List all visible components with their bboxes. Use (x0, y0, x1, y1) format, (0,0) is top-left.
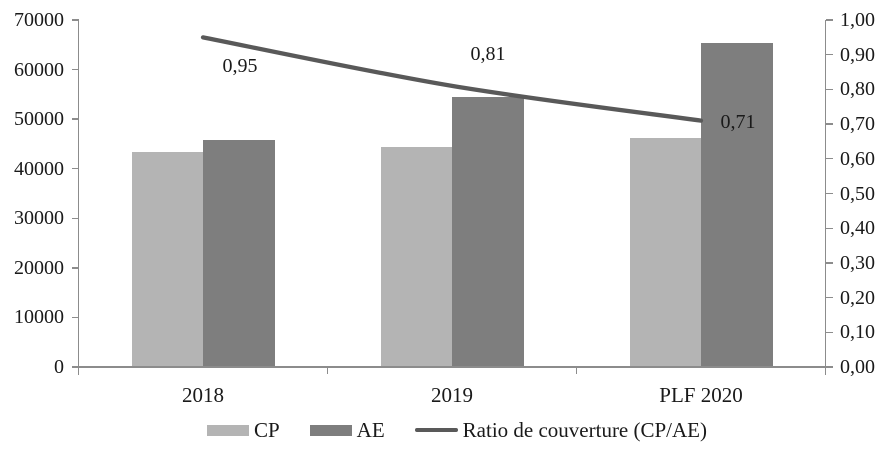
right-axis-tick (825, 331, 833, 333)
y-axis-tick-label: 40000 (14, 157, 64, 180)
legend-label-cp: CP (253, 417, 280, 442)
y-axis-tick (71, 118, 79, 120)
x-axis-label-plf-2020: PLF 2020 (659, 383, 743, 407)
cp-swatch (206, 424, 249, 436)
right-axis-tick-label: 0,10 (840, 321, 875, 344)
right-axis-tick-label: 0,70 (840, 113, 875, 136)
x-axis-line (71, 366, 826, 368)
right-axis-tick-label: 0,60 (840, 147, 875, 170)
right-axis-tick (825, 192, 833, 195)
right-axis-tick (825, 123, 833, 125)
x-axis-tick (326, 367, 329, 374)
y-axis-tick (71, 68, 79, 71)
right-axis-tick (825, 54, 833, 56)
ae-swatch (309, 424, 352, 436)
y-axis-tick-label: 70000 (14, 9, 64, 31)
ratio-point-label-2018: 0,95 (222, 55, 258, 78)
right-axis-line (824, 20, 827, 375)
y-axis-tick-label: 30000 (14, 207, 64, 230)
y-axis-tick (71, 168, 79, 170)
right-axis-tick-label: 0,00 (840, 356, 875, 378)
right-axis-tick-label: 1,00 (840, 9, 875, 31)
bar-ae-plf-2020 (701, 42, 773, 368)
right-axis-tick (825, 296, 833, 299)
bar-cp-plf-2020 (629, 138, 701, 368)
right-axis-tick-label: 0,80 (840, 78, 875, 101)
ratio-point-label-plf-2020: 0,71 (720, 110, 756, 133)
x-axis-tick (575, 367, 578, 374)
right-axis-tick (825, 19, 833, 21)
legend-item-ae: AE (309, 417, 385, 443)
ratio-point-label-2019: 0,81 (470, 42, 506, 65)
bar-ae-2018 (203, 139, 275, 368)
legend-label-ae: AE (356, 417, 385, 442)
y-axis-tick-label: 50000 (14, 108, 64, 131)
y-axis-tick-label: 60000 (14, 58, 64, 81)
y-axis-tick (71, 19, 79, 21)
right-axis-tick (825, 262, 833, 264)
x-axis-label-2018: 2018 (182, 383, 224, 407)
y-axis-line (77, 20, 80, 375)
right-axis-tick (825, 158, 833, 160)
right-axis-tick (825, 88, 833, 91)
y-axis-tick (71, 316, 79, 319)
legend-label-ratio: Ratio de couverture (CP/AE) (462, 417, 708, 442)
y-axis-tick-label: 20000 (14, 256, 64, 279)
legend-item-ratio: Ratio de couverture (CP/AE) (414, 417, 708, 443)
ratio-line-swatch (414, 427, 458, 433)
right-axis-tick-label: 0,30 (840, 251, 875, 274)
y-axis-tick-label: 10000 (14, 306, 64, 329)
legend: CP AE Ratio de couverture (CP/AE) (0, 414, 886, 446)
y-axis-tick-label: 0 (54, 356, 64, 378)
right-axis-tick-label: 0,40 (840, 217, 875, 240)
legend-item-cp: CP (206, 417, 280, 443)
x-axis-label-2019: 2019 (431, 383, 473, 407)
y-axis-tick (71, 217, 79, 219)
right-axis-tick (825, 366, 833, 368)
right-axis-tick-label: 0,50 (840, 182, 875, 205)
bar-cp-2018 (131, 152, 203, 368)
right-axis-tick-label: 0,20 (840, 286, 875, 309)
bar-ae-2019 (452, 96, 524, 368)
y-axis-tick (71, 267, 79, 269)
bar-cp-2019 (380, 146, 452, 368)
right-axis-tick-label: 0,90 (840, 43, 875, 66)
right-axis-tick (825, 227, 833, 229)
